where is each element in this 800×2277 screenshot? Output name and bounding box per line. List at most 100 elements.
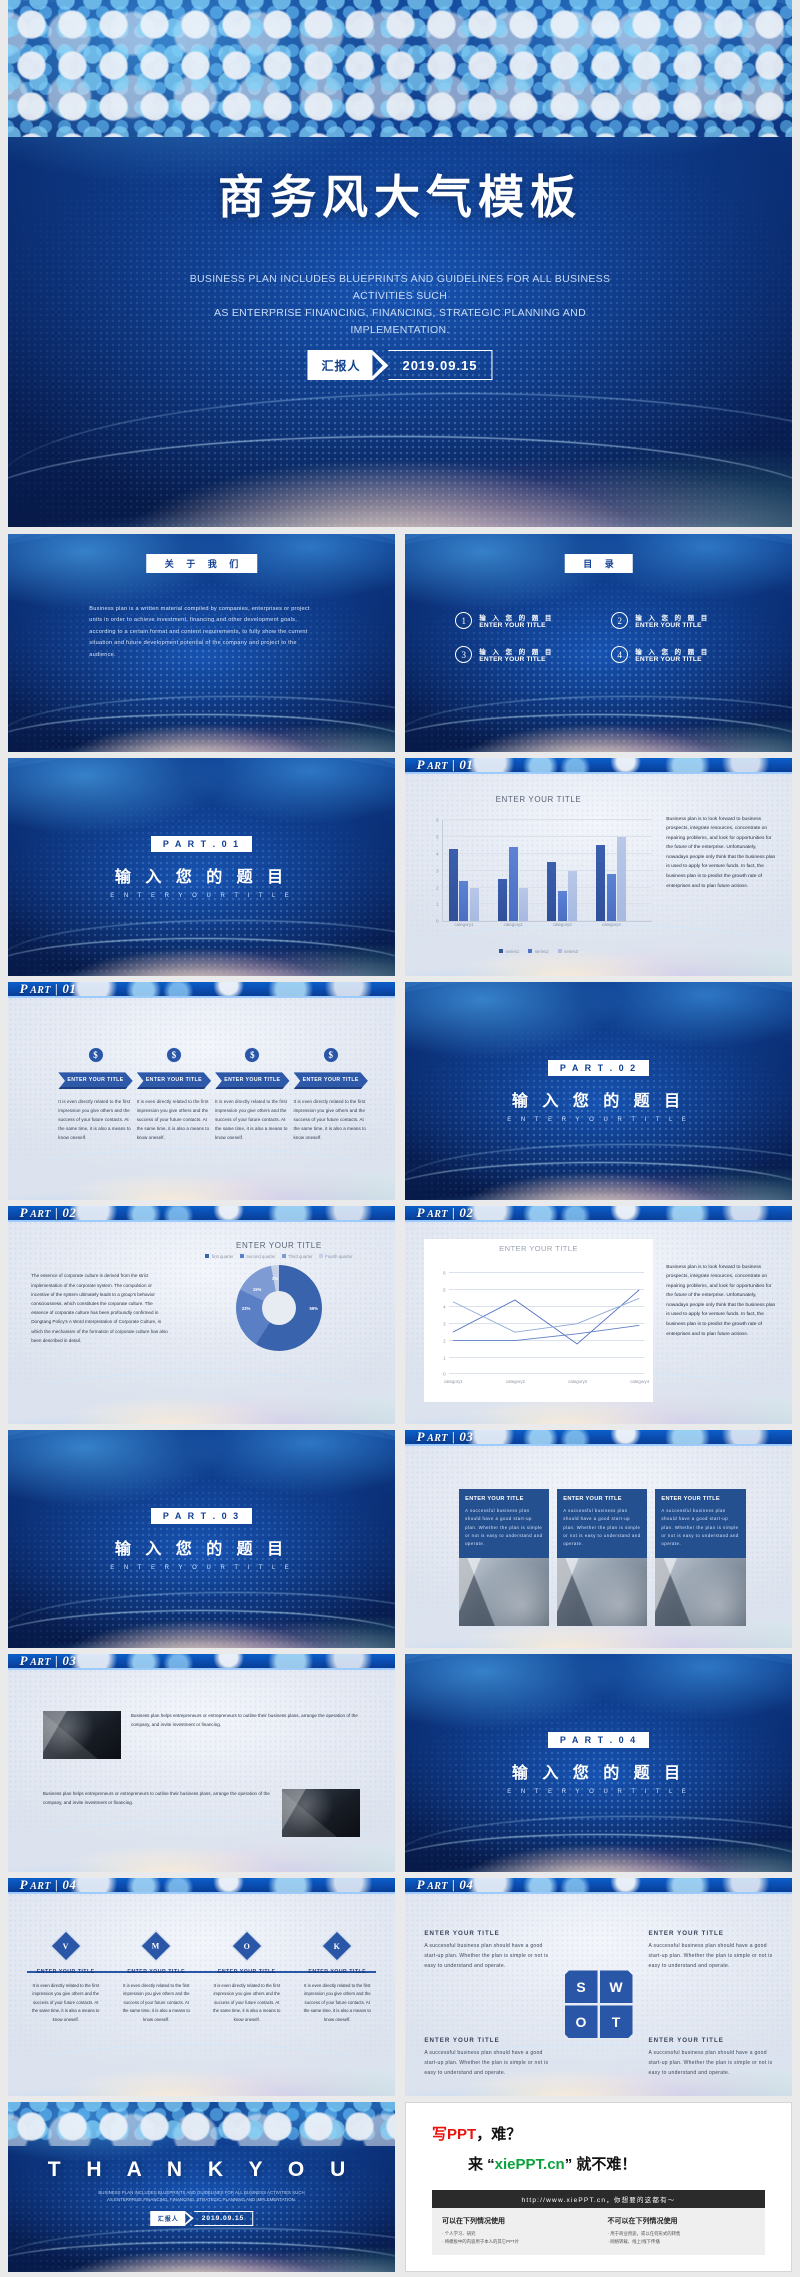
- card-1[interactable]: ENTER YOUR TITLE A successful business p…: [459, 1488, 550, 1627]
- toc-item-3[interactable]: 3 输 入 您 的 题 目 ENTER YOUR TITLE: [455, 646, 601, 664]
- slide-about-us: 关 于 我 们 Business plan is a written mater…: [8, 534, 395, 752]
- diamond-body: It is even directly related to the first…: [122, 1982, 190, 2023]
- legend-swatch: [528, 949, 533, 954]
- slide-cover: 商务风大气模板 BUSINESS PLAN INCLUDES BLUEPRINT…: [8, 0, 792, 527]
- line-chart: ENTER YOUR TITLE 0 1 2 3 4 5 6 category1 categor…: [424, 1238, 653, 1403]
- toc-title-cn: 输 入 您 的 题 目: [635, 649, 710, 657]
- swot-right-column: ENTER YOUR TITLE A successful business p…: [649, 1930, 773, 2078]
- bar-group: category2: [498, 820, 529, 927]
- promo-allowed-heading: 可以在下列情况使用: [442, 2218, 505, 2225]
- banner-num: 02: [62, 1206, 77, 1221]
- process-step-3[interactable]: $ ENTER YOUR TITLE It is even directly r…: [215, 1047, 290, 1142]
- swot-letter-o: O: [564, 2005, 598, 2039]
- legend-label: series2: [534, 948, 549, 954]
- diamond-title: ENTER YOUR TITLE: [36, 1968, 95, 1975]
- bar: [448, 848, 458, 922]
- banner-lead: P: [416, 1430, 426, 1445]
- thankyou-reporter-badge: 汇报人 2019.09.15: [149, 2210, 254, 2226]
- toc-item-2[interactable]: 2 输 入 您 的 题 目 ENTER YOUR TITLE: [611, 612, 757, 630]
- promo-line2-post: ” 就不难！: [564, 2156, 637, 2173]
- grid-line: 2: [443, 1338, 644, 1343]
- process-step-4[interactable]: $ ENTER YOUR TITLE It is even directly r…: [293, 1047, 368, 1142]
- image-text-row-1: Business plan helps entrepreneurs or ent…: [42, 1710, 360, 1759]
- process-body: It is even directly related to the first…: [293, 1099, 366, 1140]
- bar: [547, 862, 557, 922]
- process-step-2[interactable]: $ ENTER YOUR TITLE It is even directly r…: [136, 1047, 212, 1142]
- dollar-coin-icon: $: [244, 1047, 261, 1064]
- legend-item-q3: Third quarter: [281, 1253, 313, 1259]
- about-body: Business plan is a written material comp…: [89, 605, 310, 658]
- card-3[interactable]: ENTER YOUR TITLE A successful business p…: [655, 1488, 746, 1627]
- bar-plot-area: 6 5 4 3 2 1 0 category1 category2 category3 catego…: [436, 818, 652, 927]
- swot-letter-w: W: [599, 1970, 633, 2004]
- cover-subtitle: BUSINESS PLAN INCLUDES BLUEPRINTS AND GU…: [173, 271, 628, 338]
- bar-chart: ENTER YOUR TITLE 6 5 4 3 2 1 0 category1 categor…: [420, 795, 656, 954]
- swot-quadrant-2[interactable]: ENTER YOUR TITLE A successful business p…: [649, 1930, 773, 1971]
- divider-title-en: E N T E R Y O U R T I T L E: [507, 1788, 690, 1795]
- slide-table-of-contents: 目 录 1 输 入 您 的 题 目 ENTER YOUR TITLE 2 输 入…: [405, 534, 792, 752]
- diamond-step-2[interactable]: M ENTER YOUR TITLE It is even directly r…: [114, 1930, 199, 2025]
- swot-quadrant-3[interactable]: ENTER YOUR TITLE A successful business p…: [424, 2037, 548, 2078]
- process-chevron-label: ENTER YOUR TITLE: [293, 1072, 368, 1090]
- banner-word: ART: [30, 1657, 52, 1669]
- swot-body: A successful business plan should have a…: [424, 1943, 549, 1969]
- promo-url-bar[interactable]: http://www.xiePPT.cn，你想要的这都有～: [432, 2190, 765, 2208]
- card-2[interactable]: ENTER YOUR TITLE A successful business p…: [557, 1488, 648, 1627]
- grid-line: 4: [436, 851, 652, 856]
- thankyou-title: T H A N K Y O U: [47, 2158, 356, 2182]
- card-title: ENTER YOUR TITLE: [465, 1495, 524, 1502]
- promo-allowed-item-2: · 将模板中的内容用于本人的其它PPT片: [442, 2239, 520, 2245]
- banner-num: 04: [62, 1878, 77, 1893]
- y-axis-tick: 6: [443, 1270, 446, 1276]
- banner-num: 03: [62, 1654, 77, 1669]
- banner-lead: P: [19, 982, 29, 997]
- diamond-title: ENTER YOUR TITLE: [217, 1968, 276, 1975]
- x-axis-tick: category1: [454, 922, 474, 928]
- slide-line-chart: P ART | 02 ENTER YOUR TITLE 0 1 2 3 4 5 6 category…: [405, 1206, 792, 1424]
- swot-quadrant-1[interactable]: ENTER YOUR TITLE A successful business p…: [424, 1930, 548, 1971]
- diamond-steps: V ENTER YOUR TITLE It is even directly r…: [23, 1930, 380, 2025]
- banner-word: ART: [30, 1881, 52, 1893]
- toc-item-1[interactable]: 1 输 入 您 的 题 目 ENTER YOUR TITLE: [455, 612, 601, 630]
- donut-legend: first quarter Second quarter Third quart…: [171, 1254, 388, 1259]
- swot-body: A successful business plan should have a…: [648, 1943, 773, 1969]
- slide-bar-chart: P ART | 01 ENTER YOUR TITLE 6 5 4 3 2 1 0 category…: [405, 758, 792, 976]
- slide-swot: P ART | 04 ENTER YOUR TITLE A successful bu…: [405, 1878, 792, 2096]
- part-banner-03b: P ART | 03: [8, 1654, 395, 1671]
- swot-title: ENTER YOUR TITLE: [424, 1930, 500, 1938]
- grid-line: 5: [436, 835, 652, 840]
- legend-label: series3: [564, 948, 579, 954]
- bar-group: category3: [547, 820, 578, 927]
- divider-title-cn: 输 入 您 的 题 目: [511, 1092, 686, 1110]
- process-chevron-label: ENTER YOUR TITLE: [215, 1072, 290, 1090]
- line-side-text: Business plan is to look forward to busi…: [666, 1264, 776, 1337]
- part-banner-01b: P ART | 01: [8, 982, 395, 999]
- banner-sep: |: [55, 1878, 59, 1893]
- legend-label: Third quarter: [288, 1253, 313, 1259]
- toc-item-4[interactable]: 4 输 入 您 的 题 目 ENTER YOUR TITLE: [611, 646, 757, 664]
- photo-thumbnail: [42, 1710, 121, 1759]
- bar-group: category1: [448, 820, 479, 927]
- swot-quadrant-4[interactable]: ENTER YOUR TITLE A successful business p…: [649, 2037, 773, 2078]
- y-axis-tick: 5: [443, 1287, 446, 1293]
- toc-number: 1: [455, 612, 473, 630]
- y-axis-tick: 2: [443, 1338, 446, 1344]
- legend-label: Second quarter: [246, 1253, 276, 1259]
- diamond-step-1[interactable]: V ENTER YOUR TITLE It is even directly r…: [23, 1930, 108, 2025]
- diamond-step-4[interactable]: K ENTER YOUR TITLE It is even directly r…: [295, 1930, 380, 2025]
- slide-image-text: P ART | 03 Business plan helps entrepreneur…: [8, 1654, 395, 1872]
- line-plot-area: 0 1 2 3 4 5 6 category1 category2 category3 catego…: [443, 1271, 649, 1384]
- swot-body: A successful business plan should have a…: [648, 2050, 773, 2076]
- banner-lead: P: [19, 1206, 29, 1221]
- toc-list: 1 输 入 您 的 题 目 ENTER YOUR TITLE 2 输 入 您 的…: [455, 612, 757, 664]
- legend-swatch: [557, 949, 562, 954]
- image-text-body: Business plan helps entrepreneurs or ent…: [42, 1791, 270, 1806]
- divider-title-en: E N T E R Y O U R T I T L E: [110, 1564, 293, 1571]
- toc-title-cn: 输 入 您 的 题 目: [479, 615, 554, 623]
- process-chevron-label: ENTER YOUR TITLE: [136, 1072, 212, 1090]
- legend-item-q2: Second quarter: [239, 1253, 276, 1259]
- part-banner-04b: P ART | 04: [405, 1878, 792, 1895]
- diamond-title: ENTER YOUR TITLE: [308, 1968, 367, 1975]
- process-step-1[interactable]: $ ENTER YOUR TITLE It is even directly r…: [58, 1047, 133, 1142]
- diamond-step-3[interactable]: O ENTER YOUR TITLE It is even directly r…: [205, 1930, 290, 2025]
